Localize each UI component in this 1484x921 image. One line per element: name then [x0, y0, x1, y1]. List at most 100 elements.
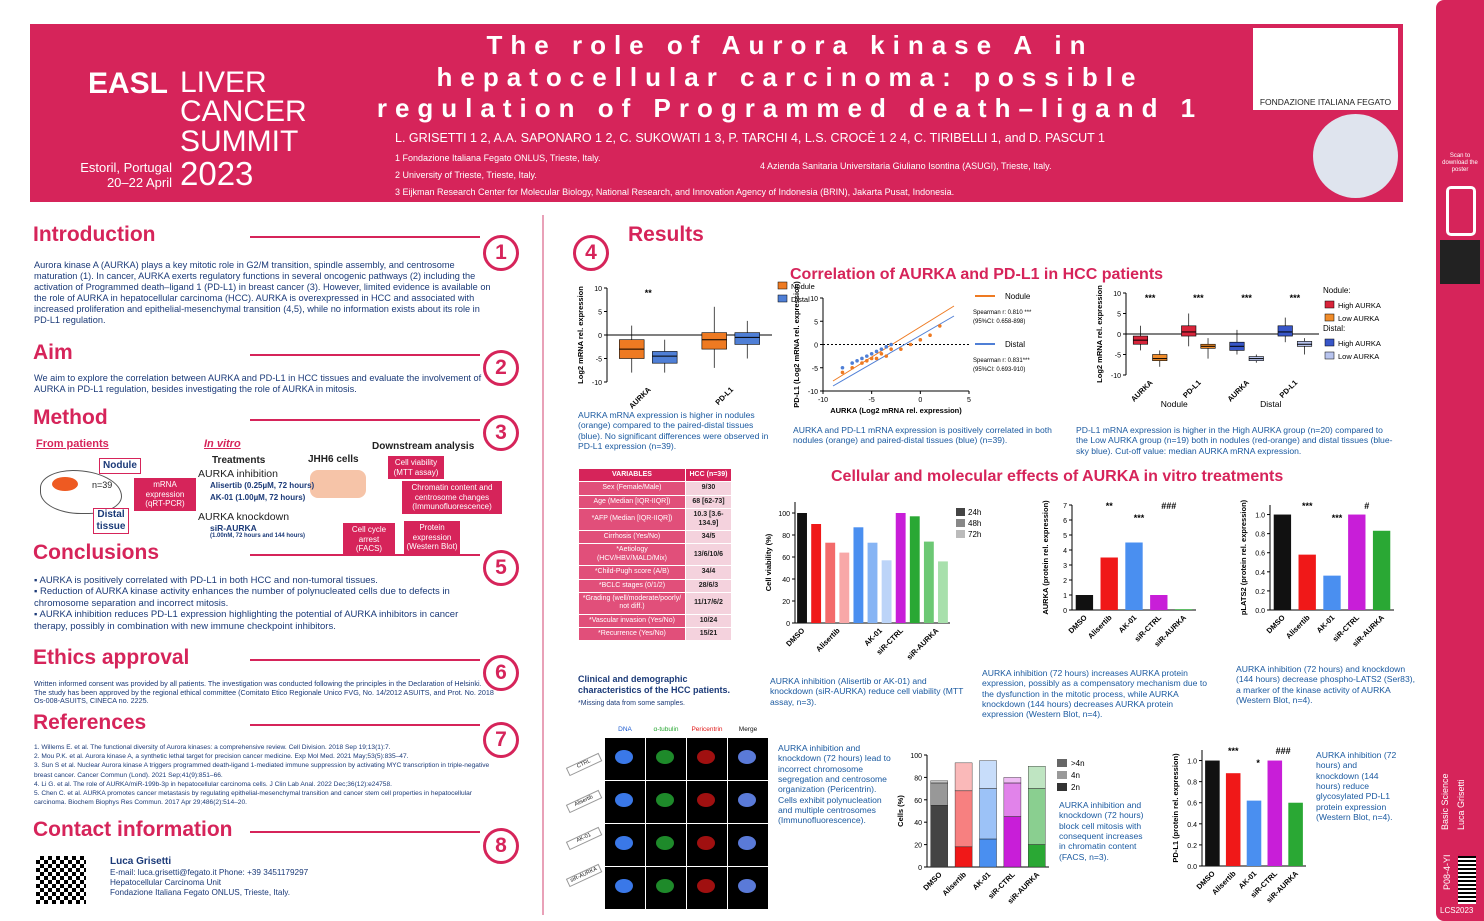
micro-signal	[697, 750, 715, 764]
y-tick-label: 0	[786, 621, 790, 628]
legend-title: Distal:	[1323, 324, 1345, 333]
caption: AURKA inhibition (72 hours) and knockdow…	[1316, 750, 1397, 822]
side-event: LCS2023	[1440, 906, 1474, 915]
point	[850, 365, 854, 370]
bar	[895, 513, 906, 623]
point	[899, 347, 903, 351]
title-rule	[250, 659, 480, 661]
y-tick-label: 1.0	[1187, 759, 1197, 766]
section-title: Results	[628, 223, 704, 246]
method-label: Protein expression (Western Blot)	[404, 521, 460, 554]
bar-segment	[979, 760, 997, 789]
caption: AURKA inhibition and knockdown (72 hours…	[778, 743, 891, 826]
micro-col: Pericentrin	[691, 726, 723, 733]
annotation: ***	[1290, 293, 1301, 303]
y-tick-label: 0.4	[1187, 822, 1197, 829]
affiliation: 2 University of Trieste, Trieste, Italy.	[395, 170, 537, 180]
table-cell: *Child-Pugh score (A/B)	[578, 565, 686, 580]
annotation: ***	[1332, 513, 1343, 523]
subsection-title: Correlation of AURKA and PD-L1 in HCC pa…	[786, 265, 1214, 285]
point	[889, 347, 893, 351]
box	[652, 351, 678, 364]
bar-segment	[930, 782, 948, 806]
micro-col: α-tubulin	[653, 726, 679, 733]
bar	[1348, 514, 1366, 610]
caption: AURKA inhibition and knockdown (72 hours…	[1059, 800, 1144, 862]
legend-swatch	[777, 294, 788, 303]
x-tick-label: -10	[818, 397, 828, 404]
point	[884, 354, 889, 358]
bar	[839, 552, 850, 623]
x-tick-label: AK-01	[971, 870, 993, 892]
y-tick-label: 0.4	[1255, 570, 1265, 577]
legend-label: 4n	[1071, 771, 1080, 780]
y-tick-label: 3	[1063, 563, 1067, 570]
bar	[811, 524, 822, 623]
y-tick-label: 60	[782, 555, 790, 562]
y-tick-label: -5	[596, 357, 602, 364]
y-tick-label: -10	[1111, 373, 1121, 380]
y-tick-label: 5	[1117, 312, 1121, 319]
bar	[1288, 802, 1303, 866]
title-rule	[250, 236, 480, 238]
y-tick-label: 40	[914, 820, 922, 827]
bar-segment	[930, 805, 948, 868]
point	[860, 356, 864, 361]
bar	[825, 542, 836, 623]
table-cell: 9/30	[684, 481, 733, 496]
fit-line	[832, 315, 955, 387]
annotation: **	[645, 288, 653, 298]
annotation: (95%CI: 0.658-898)	[973, 319, 1025, 325]
point	[869, 352, 874, 356]
title-rule	[250, 354, 480, 356]
group-label: Distal	[1260, 399, 1281, 409]
y-tick-label: 7	[1063, 503, 1067, 510]
table-cell: HCC (n=39)	[684, 467, 733, 483]
y-tick-label: 0	[814, 343, 818, 350]
legend-label: Distal	[791, 295, 810, 304]
point	[865, 358, 869, 363]
point	[879, 347, 884, 351]
y-tick-label: 1.0	[1255, 513, 1265, 520]
legend-swatch	[1324, 300, 1335, 309]
annotation: ***	[1145, 293, 1156, 303]
micro-signal	[656, 793, 674, 807]
method-label: AURKA knockdown	[198, 511, 290, 523]
y-axis-label: pLATS2 (protein rel. expression)	[1239, 499, 1248, 615]
method-label: In vitro	[204, 438, 241, 450]
micro-row: AK-01	[565, 826, 603, 850]
section-title: Ethics approval	[33, 646, 190, 669]
bar	[938, 561, 948, 623]
partner-name: FONDAZIONE ITALIANA FEGATO	[1259, 97, 1392, 107]
bar-segment	[1003, 777, 1022, 784]
bar	[1100, 557, 1118, 610]
box	[701, 332, 727, 350]
micro-signal	[738, 793, 756, 807]
side-text: Luca Grisetti	[1456, 779, 1466, 830]
table-cell: *Recurrence (Yes/No)	[578, 627, 686, 642]
legend-label: 48h	[968, 519, 981, 528]
annotation: ###	[1161, 501, 1176, 511]
legend-label: Nodule	[1005, 292, 1031, 301]
table-cell: 10/24	[684, 613, 733, 629]
bar	[1150, 595, 1168, 610]
header	[30, 24, 1403, 202]
y-axis-label: Cell viability (%)	[764, 533, 773, 591]
micro-col: Merge	[738, 726, 758, 733]
logo-place: Estoril, Portugal	[80, 160, 172, 175]
x-tick-label: PD-L1	[1181, 378, 1203, 400]
section-number: 8	[483, 828, 519, 864]
y-tick-label: 80	[782, 533, 790, 540]
group-label: Nodule	[1161, 399, 1188, 409]
title-rule	[250, 724, 480, 726]
micro-signal	[697, 836, 715, 850]
method-label: mRNA expression (qRT-PCR)	[134, 478, 196, 511]
x-tick-label: AK-01	[1117, 613, 1139, 635]
bar	[797, 513, 807, 623]
chart: -10 -5 0 5 10 Log2 mRNA rel. expression AURKA P…	[1095, 285, 1381, 409]
annotation: ***	[1134, 513, 1145, 523]
barcode	[1458, 856, 1476, 904]
y-tick-label: 0.6	[1187, 801, 1197, 808]
table-cell: VARIABLES	[578, 467, 686, 483]
